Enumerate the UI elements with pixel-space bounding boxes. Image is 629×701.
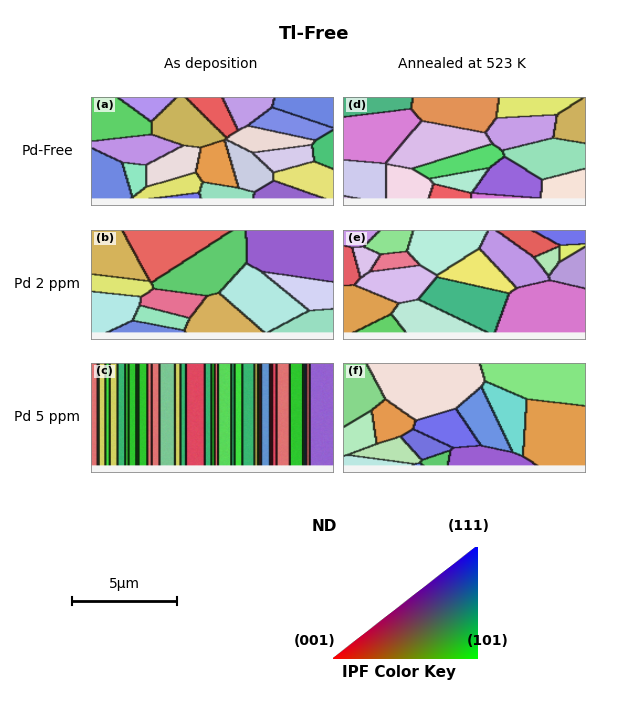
Text: (111): (111) [448,519,489,533]
Text: Pd 2 ppm: Pd 2 ppm [14,278,80,291]
Text: (d): (d) [348,100,366,110]
Text: Tl-Free: Tl-Free [279,25,350,43]
Text: (c): (c) [96,367,113,376]
Text: Pd-Free: Pd-Free [21,144,73,158]
Text: (a): (a) [96,100,114,110]
Text: As deposition: As deposition [164,57,257,72]
Text: (b): (b) [96,233,114,243]
Text: (f): (f) [348,367,363,376]
Text: Pd 5 ppm: Pd 5 ppm [14,411,80,424]
Text: (e): (e) [348,233,365,243]
Text: Annealed at 523 K: Annealed at 523 K [398,57,526,72]
Text: IPF Color Key: IPF Color Key [342,665,457,680]
Text: (101): (101) [467,634,508,648]
Text: ND: ND [311,519,337,533]
Text: (001): (001) [294,634,335,648]
Text: 5μm: 5μm [109,577,140,591]
